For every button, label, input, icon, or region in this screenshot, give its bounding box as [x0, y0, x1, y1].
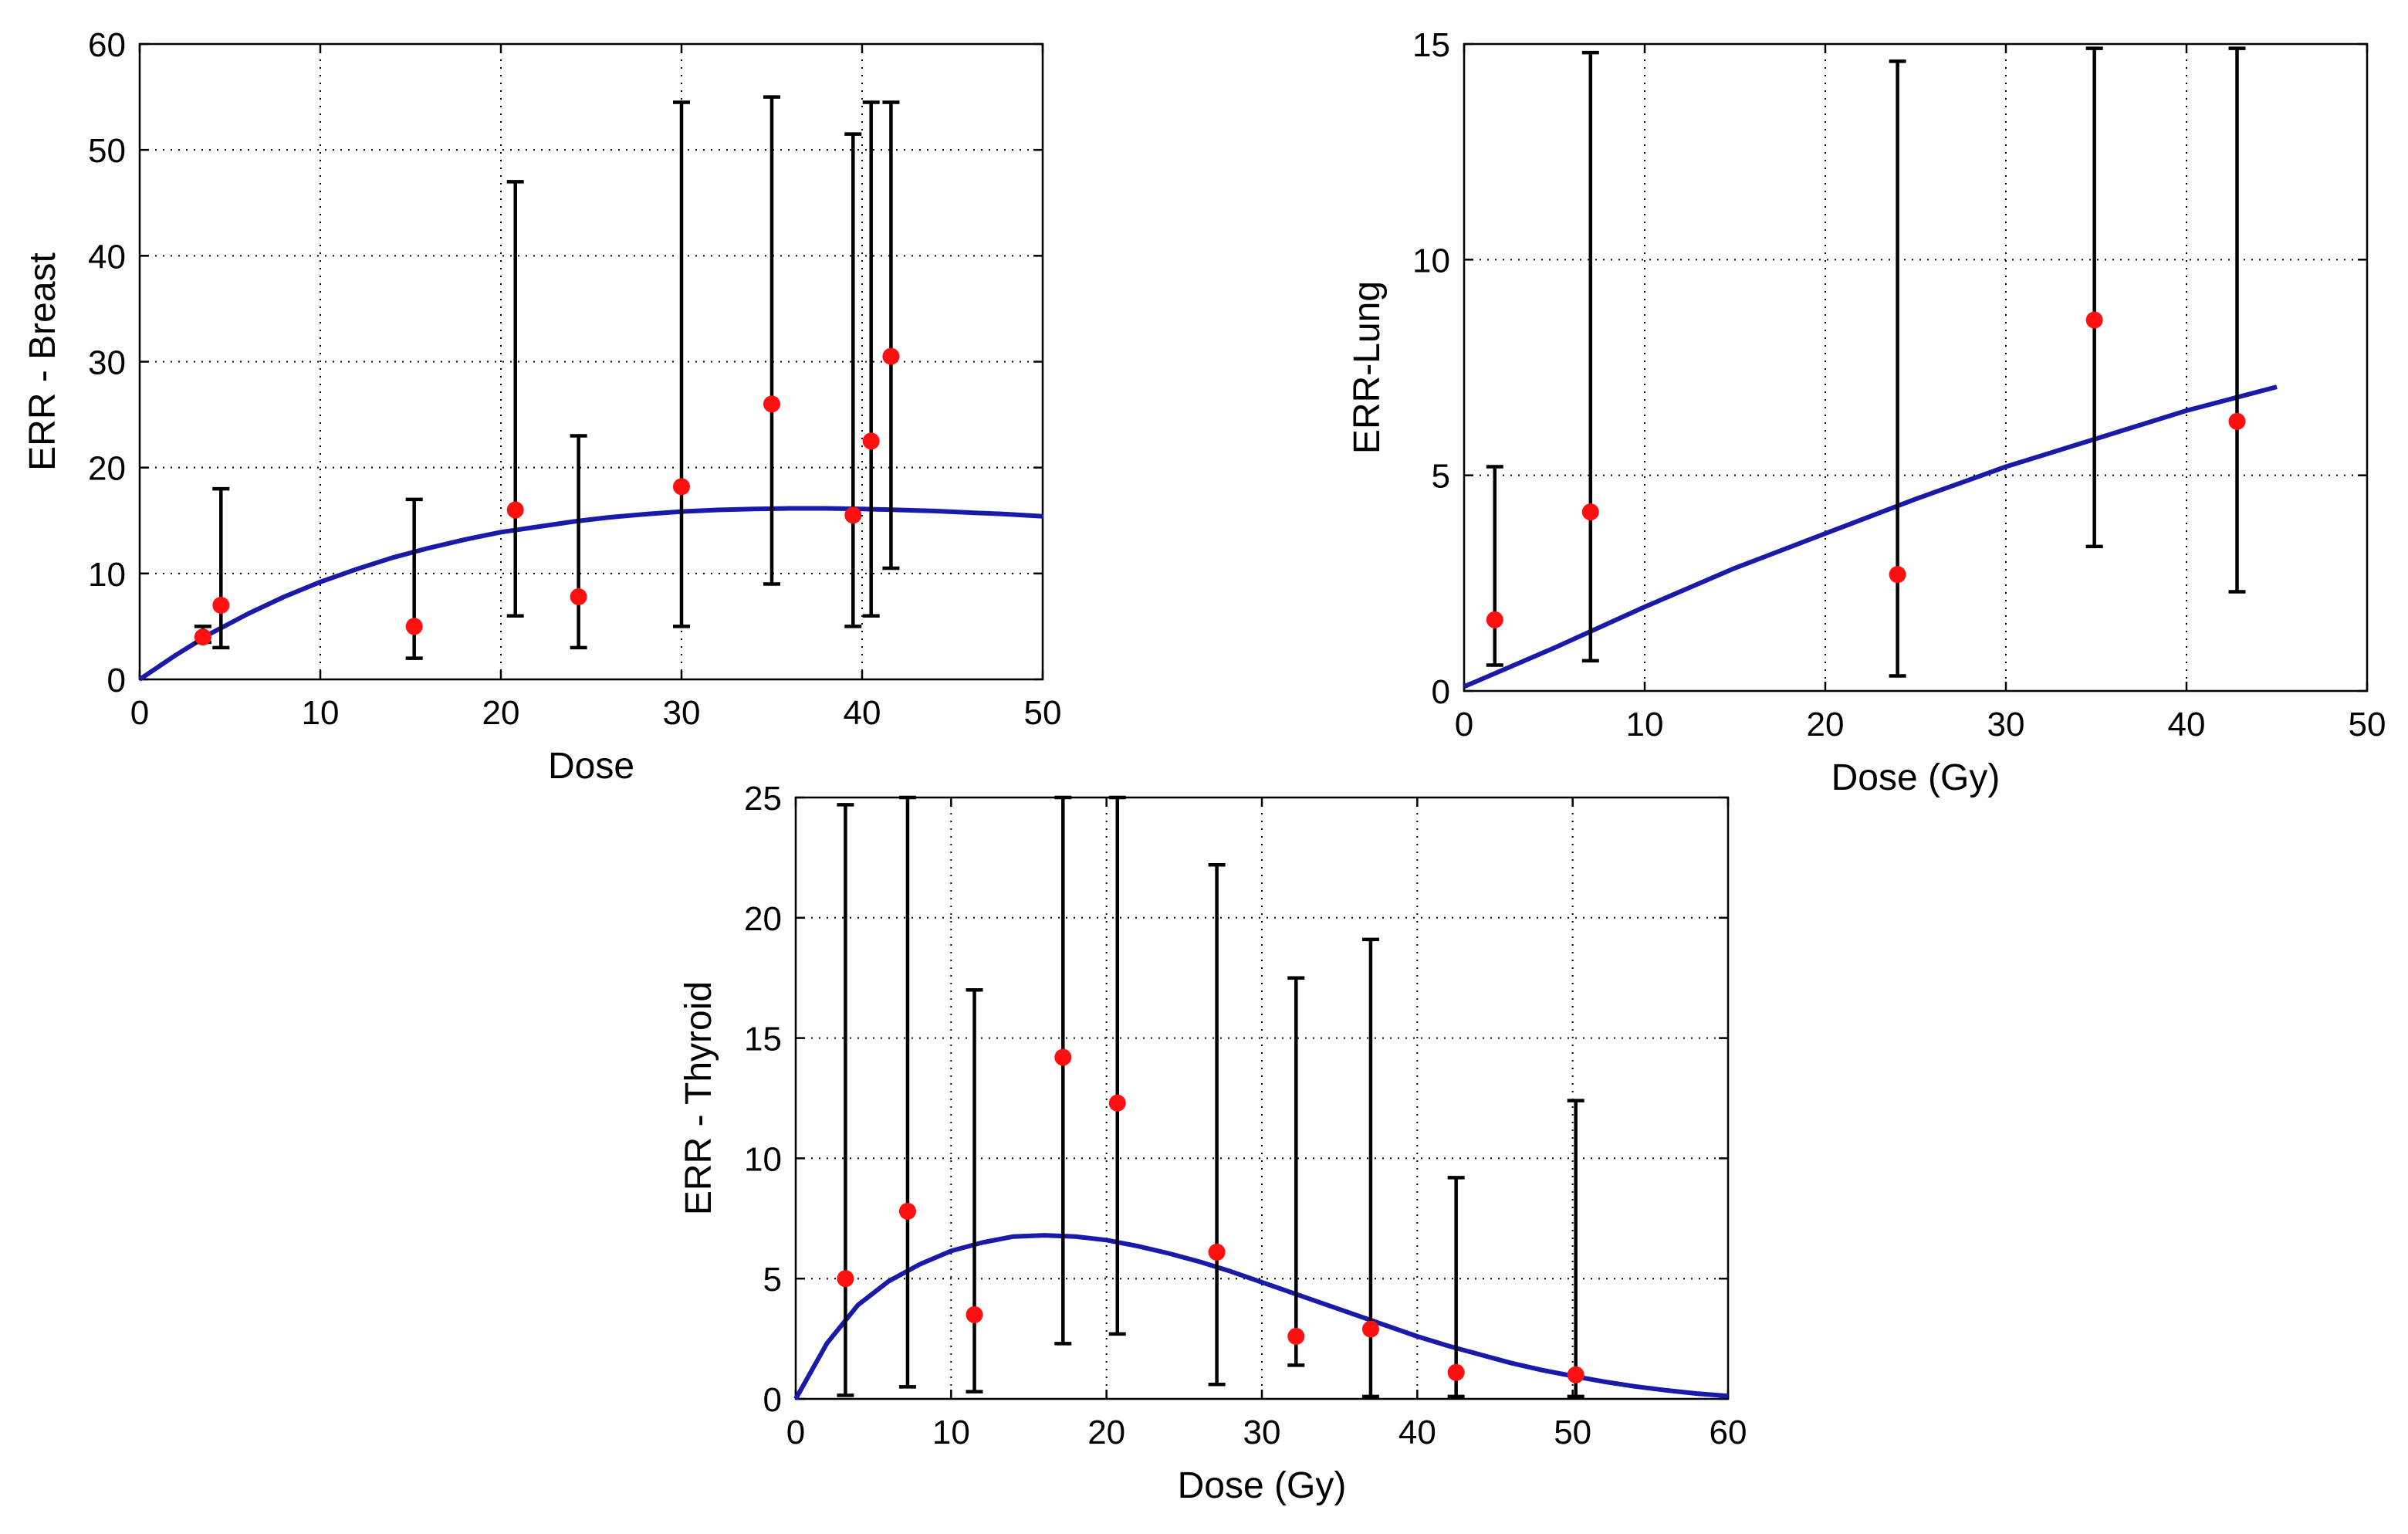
lung-x-axis-label: Dose (Gy): [1831, 757, 2000, 798]
breast-data-point: [506, 501, 524, 519]
thyroid-x-tick-label: 0: [786, 1414, 805, 1451]
lung-y-tick-label: 0: [1432, 673, 1450, 711]
breast-x-axis-label: Dose: [548, 746, 634, 787]
thyroid-chart: 0 10 20 30 40 50 60 0 5 10 15 20 25 Dose (Gy) ERR - Th…: [678, 780, 1747, 1506]
lung-data-point: [1581, 503, 1599, 521]
thyroid-x-tick-label: 40: [1398, 1414, 1436, 1451]
breast-data-point: [570, 588, 587, 606]
thyroid-data-point: [1054, 1048, 1072, 1066]
lung-y-axis-label: ERR-Lung: [1347, 281, 1388, 454]
lung-y-tick-label: 5: [1432, 458, 1450, 496]
thyroid-data-point: [898, 1202, 916, 1220]
thyroid-y-tick-label: 10: [744, 1140, 782, 1178]
breast-data-point: [763, 395, 780, 413]
thyroid-y-tick-label: 0: [763, 1381, 782, 1419]
thyroid-y-tick-label: 25: [744, 780, 782, 818]
thyroid-x-tick-label: 30: [1243, 1414, 1281, 1451]
lung-axes-box: [1463, 42, 2369, 693]
breast-data-point: [673, 478, 690, 496]
lung-y-tick-label: 10: [1412, 242, 1450, 279]
thyroid-data-point: [837, 1270, 854, 1288]
lung-x-tick-label: 10: [1626, 706, 1664, 743]
lung-data-point: [2228, 412, 2246, 430]
breast-y-tick-label: 0: [107, 662, 126, 699]
breast-data-point: [194, 628, 211, 646]
thyroid-plot-area: [796, 797, 1728, 1399]
breast-y-tick-label: 50: [88, 132, 126, 170]
breast-y-tick-label: 10: [88, 556, 126, 594]
breast-y-tick-label: 40: [88, 238, 126, 276]
lung-x-tick-label: 30: [1987, 706, 2025, 743]
thyroid-y-tick-label: 15: [744, 1021, 782, 1058]
thyroid-data-point: [1208, 1243, 1226, 1261]
breast-data-point: [882, 347, 900, 365]
breast-y-tick-label: 60: [88, 26, 126, 64]
lung-x-tick-label: 20: [1807, 706, 1845, 743]
thyroid-data-point: [1361, 1320, 1379, 1338]
breast-y-tick-label: 30: [88, 344, 126, 382]
thyroid-x-tick-label: 50: [1554, 1414, 1591, 1451]
breast-y-tick-label: 20: [88, 450, 126, 488]
lung-data-point: [1486, 611, 1503, 628]
breast-x-tick-label: 0: [130, 694, 149, 732]
thyroid-data-point: [1287, 1327, 1305, 1345]
breast-x-tick-label: 40: [844, 694, 881, 732]
breast-data-point: [212, 596, 230, 614]
thyroid-x-tick-label: 60: [1710, 1414, 1747, 1451]
thyroid-x-tick-label: 20: [1087, 1414, 1125, 1451]
thyroid-y-axis-label: ERR - Thyroid: [678, 981, 719, 1215]
breast-x-tick-label: 50: [1024, 694, 1062, 732]
breast-data-point: [844, 506, 862, 524]
lung-data-point: [1889, 566, 1906, 584]
thyroid-data-point: [1447, 1363, 1465, 1381]
lung-y-tick-label: 15: [1412, 26, 1450, 64]
breast-plot-area: [140, 44, 1043, 679]
lung-x-tick-label: 50: [2349, 706, 2386, 743]
lung-x-tick-label: 40: [2168, 706, 2206, 743]
breast-x-tick-label: 30: [663, 694, 701, 732]
breast-chart: 0 10 20 30 40 50 0 10 20 30 40 50 60 Dose ERR - Breast: [22, 26, 1061, 787]
lung-fit-curve: [1463, 384, 2278, 689]
lung-data-point: [2085, 311, 2103, 329]
breast-data-point: [405, 618, 423, 635]
breast-y-axis-label: ERR - Breast: [22, 252, 63, 471]
breast-x-tick-label: 20: [482, 694, 520, 732]
thyroid-x-axis-label: Dose (Gy): [1178, 1465, 1347, 1506]
thyroid-y-tick-label: 5: [763, 1261, 782, 1299]
lung-x-tick-label: 0: [1455, 706, 1473, 743]
thyroid-y-tick-label: 20: [744, 900, 782, 938]
breast-x-tick-label: 10: [302, 694, 340, 732]
thyroid-data-point: [1567, 1366, 1584, 1383]
thyroid-data-point: [1108, 1094, 1126, 1112]
lung-chart: 0 10 20 30 40 50 0 5 10 15 Dose (Gy) ERR-Lung: [1347, 26, 2386, 798]
thyroid-x-tick-label: 10: [932, 1414, 970, 1451]
breast-data-point: [862, 432, 880, 450]
thyroid-data-point: [966, 1305, 983, 1323]
lung-plot-area: [1464, 44, 2367, 691]
